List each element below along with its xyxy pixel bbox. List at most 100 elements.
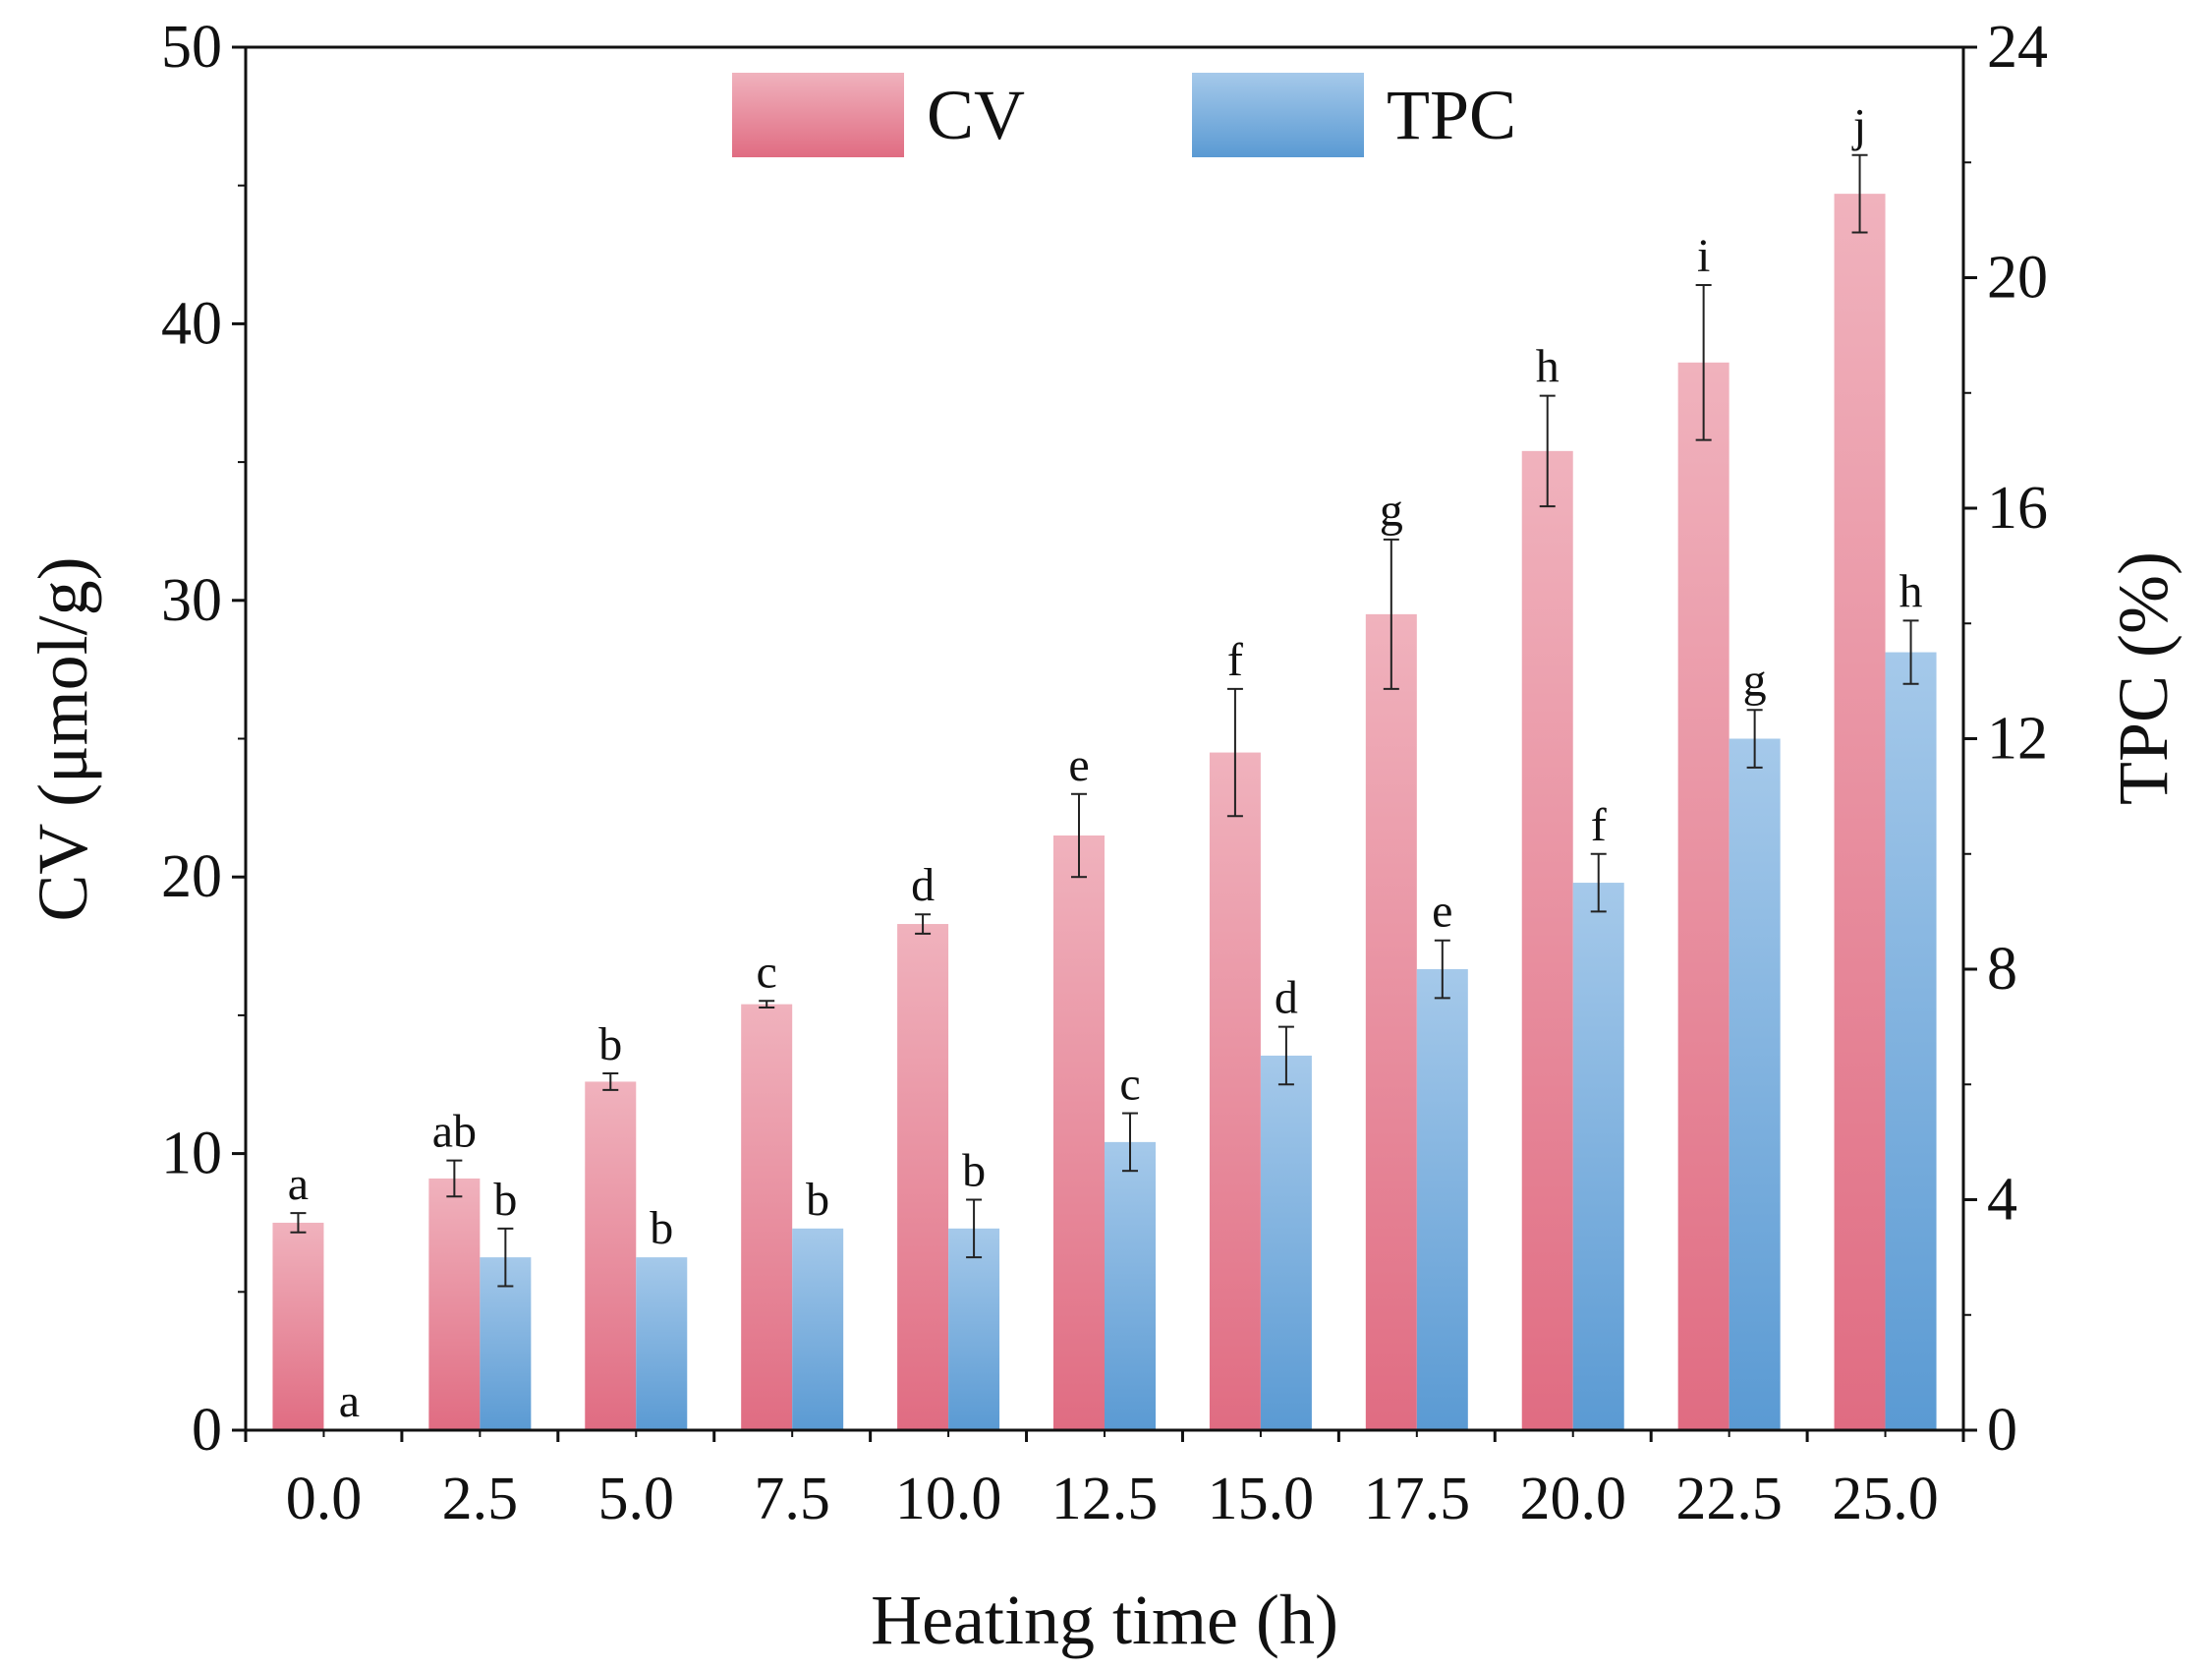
bar-cv-0 [272, 1222, 324, 1430]
y-axis-left-title: CV (μmol/g) [24, 556, 102, 921]
bar-cv-4 [897, 924, 949, 1430]
error-bar-cv-2 [602, 1071, 619, 1091]
y-left-tick-label-0: 0 [192, 1397, 222, 1464]
y-right-tick-label-2: 8 [1987, 936, 2017, 1003]
error-bar-cv-1 [446, 1159, 463, 1198]
error-bar-cv-3 [759, 1000, 775, 1009]
sig-label-tpc-1: b [493, 1174, 517, 1226]
bar-cv-8 [1521, 450, 1573, 1430]
error-bars-layer [290, 153, 1919, 1288]
sig-label-tpc-4: b [962, 1145, 986, 1197]
sig-label-tpc-9: g [1743, 655, 1767, 707]
bar-tpc-3 [792, 1228, 844, 1430]
bar-tpc-9 [1729, 738, 1781, 1430]
bars-layer [272, 194, 1937, 1431]
bar-tpc-5 [1105, 1141, 1156, 1430]
error-bar-tpc-9 [1746, 709, 1763, 769]
bar-tpc-10 [1885, 652, 1937, 1430]
sig-label-tpc-8: f [1591, 799, 1607, 851]
error-bar-tpc-10 [1902, 619, 1919, 685]
y-left-tick-label-2: 20 [161, 843, 222, 910]
error-bar-cv-5 [1071, 792, 1087, 879]
y-left-tick-label-4: 40 [161, 290, 222, 357]
x-tick-label-3: 7.5 [754, 1466, 830, 1532]
error-bar-cv-6 [1226, 687, 1243, 818]
bar-cv-5 [1053, 835, 1105, 1430]
y-right-tick-label-6: 24 [1987, 14, 2048, 81]
error-bar-tpc-8 [1590, 852, 1607, 913]
bar-cv-10 [1834, 194, 1886, 1431]
sig-label-tpc-3: b [806, 1174, 829, 1226]
sig-label-cv-7: g [1380, 485, 1403, 537]
legend: CV TPC [732, 73, 1516, 157]
error-bar-cv-8 [1539, 394, 1556, 508]
y-left-tick-label-1: 10 [161, 1121, 222, 1187]
sig-label-cv-9: i [1697, 230, 1710, 282]
bar-tpc-2 [636, 1257, 688, 1430]
error-bar-tpc-4 [966, 1198, 983, 1259]
bar-cv-7 [1365, 613, 1417, 1430]
bar-cv-1 [428, 1178, 481, 1430]
x-tick-label-10: 25.0 [1832, 1466, 1939, 1532]
x-axis-title: Heating time (h) [871, 1581, 1338, 1659]
sig-label-tpc-10: h [1900, 565, 1923, 617]
y-left-tick-label-3: 30 [161, 567, 222, 634]
sig-label-cv-1: ab [432, 1106, 477, 1158]
error-bar-tpc-1 [497, 1227, 514, 1288]
y-left-tick-label-5: 50 [161, 14, 222, 81]
sig-label-cv-8: h [1536, 341, 1560, 393]
sig-label-cv-6: f [1227, 634, 1243, 686]
y-axis-left-ticks: 0 10 20 30 40 50 [161, 14, 246, 1464]
legend-swatch-tpc [1192, 73, 1364, 157]
y-right-tick-label-5: 20 [1987, 245, 2048, 312]
sig-label-cv-10: j [1851, 100, 1866, 152]
error-bar-cv-10 [1851, 153, 1868, 234]
bar-cv-9 [1677, 362, 1730, 1430]
x-tick-label-9: 22.5 [1675, 1466, 1783, 1532]
y-right-tick-label-4: 16 [1987, 475, 2048, 542]
sig-label-tpc-2: b [650, 1202, 673, 1254]
x-axis-ticks: 0.0 2.5 5.0 7.5 10.0 12.5 15.0 17.5 20.0 22.5 25.0 [244, 1430, 1965, 1532]
x-tick-label-7: 17.5 [1364, 1466, 1471, 1532]
sig-label-cv-0: a [288, 1158, 309, 1210]
sig-label-tpc-5: c [1119, 1059, 1140, 1111]
error-bar-tpc-6 [1277, 1025, 1294, 1086]
sig-label-cv-4: d [911, 859, 935, 911]
y-right-tick-label-0: 0 [1987, 1397, 2017, 1464]
legend-label-cv: CV [927, 76, 1025, 154]
y-axis-right-ticks: 0 4 8 12 16 20 24 [1963, 14, 2048, 1464]
bar-cv-6 [1209, 752, 1261, 1430]
sig-label-cv-2: b [598, 1018, 622, 1070]
bar-tpc-8 [1572, 883, 1624, 1430]
legend-swatch-cv [732, 73, 904, 157]
error-bar-tpc-5 [1122, 1112, 1138, 1173]
bar-tpc-4 [948, 1228, 1000, 1430]
sig-label-cv-3: c [757, 946, 777, 998]
error-bar-cv-7 [1383, 538, 1399, 690]
y-right-tick-label-3: 12 [1987, 706, 2048, 773]
x-tick-label-8: 20.0 [1519, 1466, 1626, 1532]
x-tick-label-6: 15.0 [1208, 1466, 1315, 1532]
sig-label-tpc-0: a [339, 1375, 360, 1427]
bar-cv-3 [741, 1004, 793, 1430]
y-axis-right-title: TPC (%) [2104, 551, 2183, 805]
x-tick-label-5: 12.5 [1051, 1466, 1159, 1532]
x-tick-label-0: 0.0 [286, 1466, 363, 1532]
error-bar-cv-9 [1695, 284, 1712, 441]
bar-tpc-7 [1416, 969, 1468, 1430]
bar-tpc-6 [1260, 1055, 1312, 1430]
sig-label-tpc-6: d [1275, 972, 1298, 1024]
legend-label-tpc: TPC [1387, 76, 1516, 154]
bar-cv-2 [585, 1081, 637, 1430]
sig-label-tpc-7: e [1432, 886, 1452, 938]
error-bar-cv-4 [915, 913, 932, 935]
x-tick-label-2: 5.0 [598, 1466, 675, 1532]
x-tick-label-4: 10.0 [895, 1466, 1002, 1532]
x-tick-label-1: 2.5 [442, 1466, 519, 1532]
error-bar-cv-0 [290, 1212, 307, 1234]
error-bar-tpc-7 [1434, 939, 1450, 1000]
sig-label-cv-5: e [1068, 739, 1089, 791]
y-right-tick-label-1: 4 [1987, 1167, 2017, 1234]
